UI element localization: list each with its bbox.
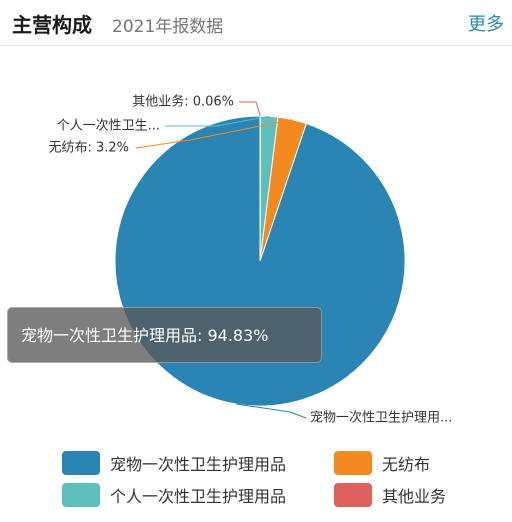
slice-callout-label: 无纺布: 3.2% <box>48 141 129 156</box>
legend-label: 其他业务 <box>382 487 447 506</box>
legend-item-other[interactable]: 其他业务 <box>334 481 446 509</box>
legend-swatch <box>62 483 100 507</box>
callout-line <box>165 115 270 127</box>
legend-item-pet-hygiene[interactable]: 宠物一次性卫生护理用品 <box>62 449 286 477</box>
pie-chart: 宠物一次性卫生护理用... 无纺布: 3.2% 个人一次性卫生... 其他业务: 0.… <box>48 94 452 426</box>
card-header: 主营构成 2021年报数据 更多 <box>0 0 512 46</box>
legend-item-personal-hygiene[interactable]: 个人一次性卫生护理用品 <box>62 481 286 509</box>
legend-label: 个人一次性卫生护理用品 <box>110 487 287 506</box>
callout-line <box>135 119 293 149</box>
pie-slice-other[interactable] <box>259 115 262 262</box>
more-link[interactable]: 更多 <box>468 14 504 35</box>
chart-legend: 宠物一次性卫生护理用品 无纺布 个人一次性卫生护理用品 其他业务 <box>0 446 512 522</box>
slice-callout-label: 宠物一次性卫生护理用... <box>310 410 452 426</box>
legend-item-nonwoven[interactable]: 无纺布 <box>334 449 430 477</box>
chart-tooltip: 宠物一次性卫生护理用品: 94.83% <box>7 307 322 363</box>
card-title: 主营构成 <box>12 13 92 37</box>
callout-line <box>239 101 261 117</box>
slice-callout-label: 其他业务: 0.06% <box>132 94 234 110</box>
legend-swatch <box>334 451 372 475</box>
slice-callout-label: 个人一次性卫生... <box>57 118 160 134</box>
card-subtitle: 2021年报数据 <box>112 17 224 37</box>
legend-label: 宠物一次性卫生护理用品 <box>110 455 287 474</box>
legend-swatch <box>62 451 100 475</box>
legend-label: 无纺布 <box>382 455 431 474</box>
callout-line <box>236 403 307 419</box>
legend-swatch <box>334 483 372 507</box>
